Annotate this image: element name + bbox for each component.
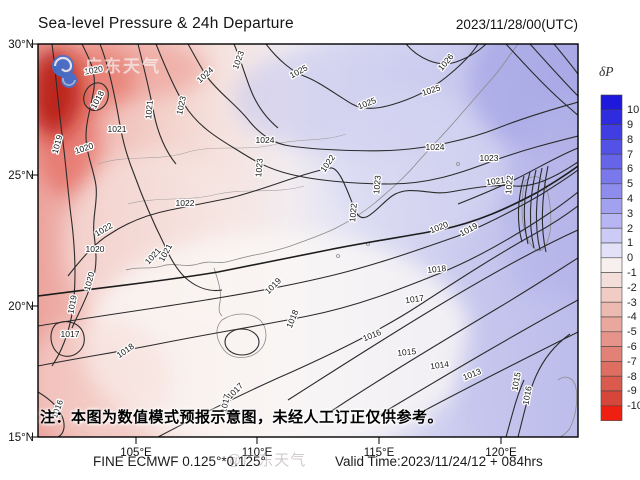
longitude-labels: 105°E 110°E 115°E 120°E xyxy=(120,447,517,459)
axis-ticks xyxy=(31,43,502,444)
colorbar-tick: -1 xyxy=(627,267,637,279)
colorbar-tick: -3 xyxy=(627,297,637,309)
lat-label: 20°N xyxy=(8,301,34,313)
contour-label: 1020 xyxy=(83,63,104,76)
contour-label: 1018 xyxy=(427,263,447,275)
colorbar-tick: -5 xyxy=(627,326,637,338)
lat-label: 15°N xyxy=(8,432,34,444)
watermark-top-text: 广东天气 xyxy=(85,56,161,76)
colorbar-cell xyxy=(600,375,623,392)
colorbar-cell xyxy=(600,405,623,421)
contour-label: 1022 xyxy=(503,175,515,195)
colorbar-cell xyxy=(600,301,623,318)
valid-time-label: Valid Time:2023/11/24/12 + 084hrs xyxy=(335,454,543,469)
latitude-labels: 30°N 25°N 20°N 15°N xyxy=(8,39,34,444)
colorbar-tick: 0 xyxy=(627,252,633,264)
colorbar-cell xyxy=(600,316,623,333)
watermark-logo: 广东天气 xyxy=(52,55,161,88)
colorbar-tick-labels: 10 9 8 7 6 5 4 3 2 1 0 -1 -2 -3 -4 -5 -6… xyxy=(627,104,640,412)
colorbar: δP xyxy=(599,64,640,421)
colorbar-tick: 5 xyxy=(627,178,633,190)
colorbar-cell xyxy=(600,139,623,155)
colorbar-tick: 1 xyxy=(627,237,633,249)
contour-label: 1022 xyxy=(176,198,195,208)
disclaimer-note: 注：本图为数值模式预报示意图，未经人工订正仅供参考。 xyxy=(40,409,444,426)
lon-label: 110°E xyxy=(242,447,273,459)
colorbar-cell xyxy=(600,331,623,347)
lat-label: 25°N xyxy=(8,170,34,182)
colorbar-tick: 2 xyxy=(627,223,633,235)
contour-label: 1024 xyxy=(256,135,275,145)
colorbar-cell xyxy=(600,168,623,185)
lon-label: 105°E xyxy=(120,447,152,459)
colorbar-cell xyxy=(600,183,623,199)
lon-label: 115°E xyxy=(364,447,395,459)
typhoon-swirl-icon xyxy=(52,55,77,88)
colorbar-cell xyxy=(600,272,623,288)
colorbar-tick: -2 xyxy=(627,282,637,294)
colorbar-tick: -6 xyxy=(627,341,637,353)
contour-label: 1015 xyxy=(509,371,522,392)
colorbar-tick: -10 xyxy=(627,400,640,412)
contour-label: 1021 xyxy=(108,124,127,134)
page-title: Sea-level Pressure & 24h Departure xyxy=(38,15,294,32)
map-datetime: 2023/11/28/00(UTC) xyxy=(455,17,578,32)
colorbar-cell xyxy=(600,257,623,273)
colorbar-cell xyxy=(600,109,623,125)
contour-label: 1023 xyxy=(480,153,499,163)
contour-label: 1019 xyxy=(65,294,78,315)
contour-label: 1015 xyxy=(397,346,417,358)
colorbar-tick: -4 xyxy=(627,311,637,323)
colorbar-tick: 3 xyxy=(627,208,633,220)
colorbar-tick: -8 xyxy=(627,371,637,383)
map-area: 1020 1018 1021 1019 1020 1021 1023 1024 … xyxy=(38,44,578,437)
colorbar-cell xyxy=(600,227,623,244)
map-frame xyxy=(37,43,579,438)
colorbar-tick: 7 xyxy=(627,149,633,161)
colorbar-tick: 8 xyxy=(627,134,633,146)
contour-label: 1023 xyxy=(253,158,265,178)
colorbar-tick: 4 xyxy=(627,193,633,205)
contour-label: 1017 xyxy=(61,329,80,339)
contour-label: 1020 xyxy=(86,244,105,254)
colorbar-cell xyxy=(600,287,623,303)
contour-label: 1022 xyxy=(347,203,359,223)
lat-label: 30°N xyxy=(8,39,34,51)
colorbar-tick: 6 xyxy=(627,163,633,175)
colorbar-tick: -9 xyxy=(627,385,637,397)
colorbar-cell xyxy=(600,242,623,259)
colorbar-tick: -7 xyxy=(627,356,637,368)
contour-label: 1014 xyxy=(430,359,450,372)
colorbar-cell xyxy=(600,390,623,407)
colorbar-cell xyxy=(600,153,623,170)
colorbar-cells xyxy=(600,94,623,421)
lon-label: 120°E xyxy=(485,447,517,459)
colorbar-cell xyxy=(600,198,623,214)
contour-label: 1017 xyxy=(405,293,425,306)
contour-label: 1021 xyxy=(143,100,155,120)
colorbar-cell xyxy=(600,346,623,362)
contour-label: 1023 xyxy=(371,175,383,195)
colorbar-cell xyxy=(600,213,623,229)
colorbar-tick: 9 xyxy=(627,119,633,131)
colorbar-cell xyxy=(600,361,623,377)
colorbar-tick: 10 xyxy=(627,104,639,116)
contour-label: 1024 xyxy=(426,142,445,152)
model-resolution-label: FINE ECMWF 0.125°*0.125° xyxy=(93,454,266,469)
colorbar-title: δP xyxy=(599,64,614,79)
watermark-bottom: @广东天气 xyxy=(226,452,307,469)
isobar-contours xyxy=(38,44,578,437)
colorbar-cell xyxy=(600,124,623,140)
contour-label: 1016 xyxy=(520,385,533,406)
contour-label: 1021 xyxy=(486,175,506,188)
colorbar-cell xyxy=(600,94,623,111)
